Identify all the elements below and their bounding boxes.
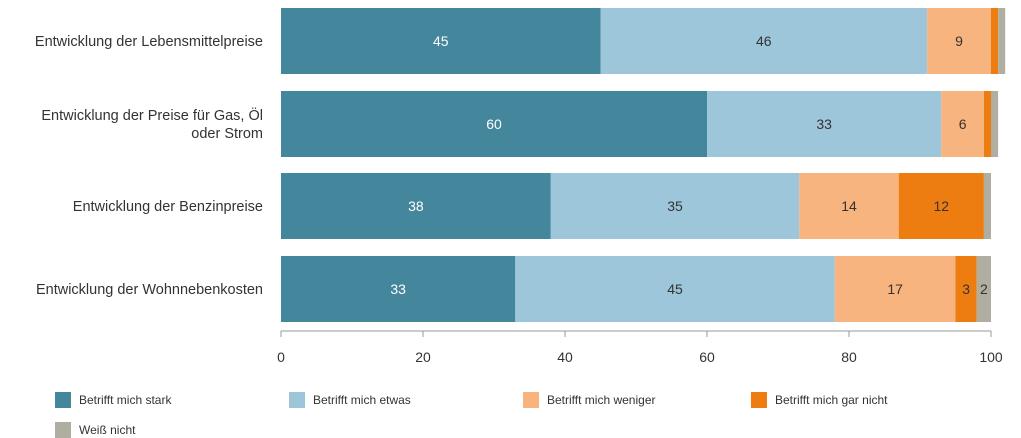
data-label: 38 [408, 198, 424, 214]
bar-segment [898, 173, 984, 239]
data-label: 35 [667, 198, 683, 214]
bar-segment [281, 173, 551, 239]
category-label: Entwicklung der Wohnnebenkosten [36, 282, 263, 298]
data-label: 60 [486, 116, 502, 132]
category-label: Entwicklung der Lebensmittelpreise [35, 34, 263, 50]
data-label: 45 [667, 281, 683, 297]
data-label: 33 [390, 281, 406, 297]
data-label: 12 [934, 198, 950, 214]
data-label: 17 [887, 281, 903, 297]
bar-segment [976, 256, 991, 322]
bar-segment [799, 173, 899, 239]
x-tick-label: 80 [841, 349, 857, 365]
x-axis: 0 20 40 60 80 100 [277, 330, 1003, 365]
data-label: 46 [756, 33, 772, 49]
bar-segment [281, 91, 707, 157]
category-label: Entwicklung der Benzinpreise [73, 199, 263, 215]
data-label: 6 [959, 116, 967, 132]
bar-segment [281, 8, 601, 74]
bar-segment [983, 91, 991, 157]
bar-segment [281, 256, 516, 322]
data-label: 33 [816, 116, 832, 132]
data-label: 3 [962, 281, 970, 297]
data-label: 2 [980, 281, 988, 297]
bar-segment [600, 8, 928, 74]
x-tick-label: 100 [979, 349, 1003, 365]
category-labels: Entwicklung der Lebensmittelpreise Entwic… [35, 34, 263, 298]
data-label: 14 [841, 198, 857, 214]
bar-segment [991, 8, 999, 74]
bar-segment [983, 173, 991, 239]
x-tick-label: 60 [699, 349, 715, 365]
bar-segment [834, 256, 956, 322]
bar-segment [941, 91, 984, 157]
bar-segment [991, 91, 999, 157]
category-label: Entwicklung der Preise für Gas, Öl oder S… [41, 106, 263, 142]
x-tick-label: 40 [557, 349, 573, 365]
x-tick-label: 20 [415, 349, 431, 365]
bar-segment [927, 8, 991, 74]
bar-segment [955, 256, 977, 322]
x-tick-label: 0 [277, 349, 285, 365]
bar-segment [998, 8, 1006, 74]
data-label: 45 [433, 33, 449, 49]
bar-segment [550, 173, 800, 239]
bar-segment [707, 91, 942, 157]
data-label: 9 [955, 33, 963, 49]
bar-segment [515, 256, 835, 322]
bars-group: 45 46 9 60 33 6 38 35 14 12 33 45 17 3 2 [281, 8, 1006, 322]
